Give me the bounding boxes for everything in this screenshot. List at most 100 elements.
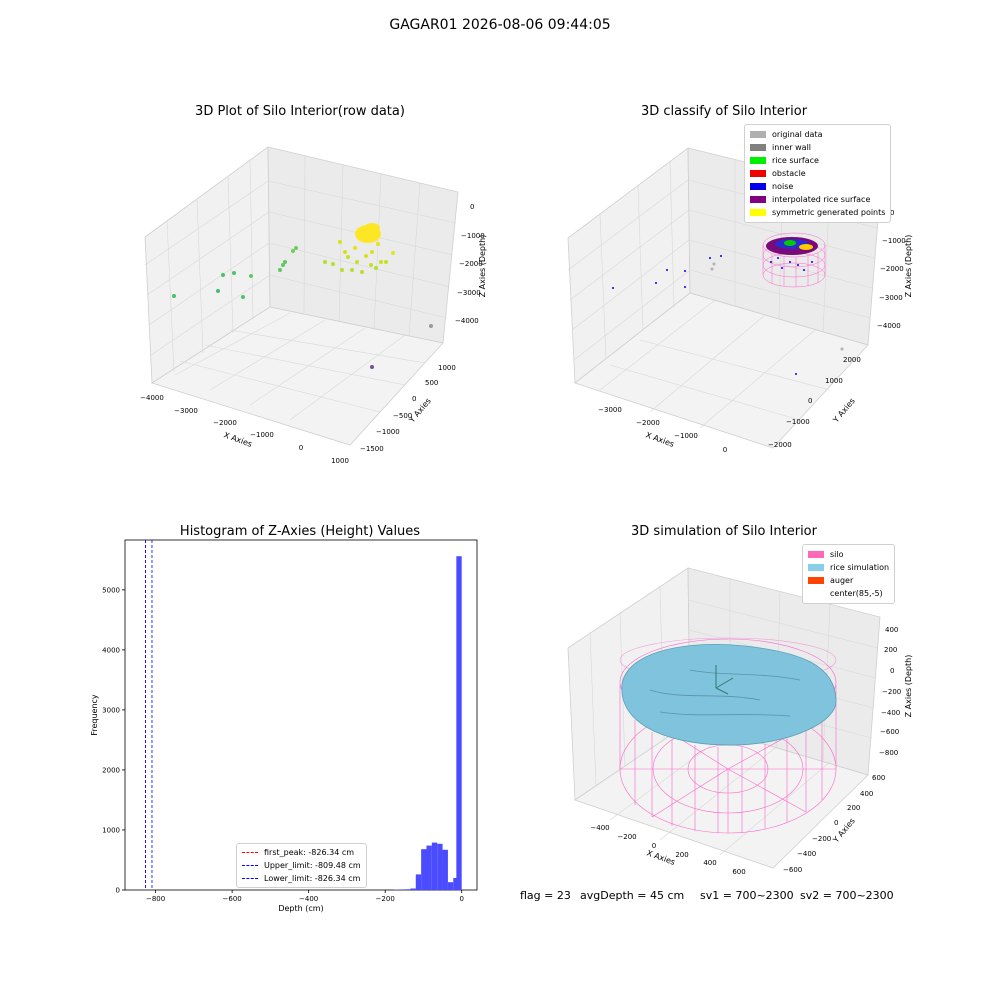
panel2-gridlines [567, 160, 878, 429]
panel1-panes [144, 146, 459, 446]
svg-text:1000: 1000 [438, 364, 456, 372]
panel2-z-ticks: 0 −1000 −2000 −3000 −4000 [877, 209, 906, 330]
panel2-legend: original data inner wall rice surface ob… [744, 124, 892, 223]
svg-text:−600: −600 [783, 866, 802, 874]
hist-bar [447, 882, 454, 890]
svg-text:−400: −400 [590, 824, 609, 832]
svg-text:0: 0 [890, 209, 894, 217]
panel4-z-ticks: 400 200 0 −200 −400 −600 −800 [879, 626, 901, 757]
svg-text:−2000: −2000 [880, 265, 904, 273]
svg-text:Z Axies (Depth): Z Axies (Depth) [478, 235, 487, 298]
svg-text:1000: 1000 [331, 457, 349, 465]
svg-text:−400: −400 [881, 709, 900, 717]
hist-y-tick-label: 5000 [102, 586, 120, 594]
svg-text:−600: −600 [880, 728, 899, 736]
hist-bar [399, 889, 406, 890]
hist-y-tick-label: 4000 [102, 646, 120, 654]
svg-text:X Axies: X Axies [645, 848, 676, 867]
legend-entry: rice surface [750, 154, 885, 167]
svg-text:−800: −800 [879, 749, 898, 757]
hist-bar [405, 889, 411, 890]
legend-entry: Lower_limit: -826.34 cm [242, 872, 361, 885]
hist-legend: first_peak: -826.34 cm Upper_limit: -809… [236, 843, 367, 888]
svg-text:−2000: −2000 [459, 260, 483, 268]
panel2-x-ticks: −3000 −2000 −1000 0 [598, 406, 727, 454]
svg-text:−2000: −2000 [768, 441, 792, 449]
svg-text:Z Axies (Depth): Z Axies (Depth) [904, 655, 913, 718]
panel4-title: 3D simulation of Silo Interior [631, 524, 817, 539]
svg-text:0: 0 [412, 395, 416, 403]
svg-text:−1000: −1000 [674, 432, 698, 440]
hist-bar [421, 849, 427, 890]
legend-entry: rice simulation [808, 561, 889, 574]
hist-x-tick-label: −800 [146, 895, 165, 903]
svg-text:1000: 1000 [825, 377, 843, 385]
legend-entry: silo [808, 548, 889, 561]
svg-text:−4000: −4000 [140, 394, 164, 402]
svg-text:400: 400 [885, 626, 898, 634]
svg-text:600: 600 [872, 774, 885, 782]
svg-text:400: 400 [703, 859, 716, 867]
svg-text:0: 0 [652, 842, 656, 850]
legend-entry: noise [750, 180, 885, 193]
panel2-title: 3D classify of Silo Interior [640, 104, 808, 119]
status-sv1: sv1 = 700~2300 [700, 889, 794, 902]
panel4-x-ticks: −400 −200 0 200 400 600 [590, 824, 745, 876]
hist-bar [415, 874, 422, 890]
panel2-y-ticks: 2000 1000 0 −1000 −2000 [768, 356, 861, 449]
hist-bars [394, 556, 462, 890]
hist-bar [442, 849, 448, 890]
hist-bar [410, 888, 416, 890]
svg-text:200: 200 [847, 804, 860, 812]
hist-y-tick-label: 3000 [102, 706, 120, 714]
panel2-noise [612, 255, 813, 375]
legend-entry: auger [808, 574, 889, 587]
hist-y-ticks: 0 1000 2000 3000 4000 5000 [102, 586, 125, 895]
status-sv2: sv2 = 700~2300 [800, 889, 894, 902]
hist-y-tick-label: 1000 [102, 826, 120, 834]
hist-x-tick-label: −200 [376, 895, 395, 903]
legend-entry: interpolated rice surface [750, 193, 885, 206]
hist-bar [456, 556, 462, 890]
panel2-rice [766, 237, 818, 255]
svg-text:0: 0 [723, 446, 727, 454]
panel1-gridlines [144, 155, 457, 421]
svg-text:−200: −200 [882, 688, 901, 696]
svg-text:0: 0 [470, 203, 474, 211]
rice-surface [621, 643, 837, 746]
svg-text:−1000: −1000 [461, 232, 485, 240]
legend-entry: original data [750, 128, 885, 141]
panel3-title: Histogram of Z-Axies (Height) Values [179, 524, 421, 539]
panel1-title: 3D Plot of Silo Interior(row data) [195, 104, 405, 119]
hist-bar [431, 842, 438, 890]
svg-text:600: 600 [732, 868, 745, 876]
svg-text:−3000: −3000 [879, 294, 903, 302]
svg-text:500: 500 [425, 379, 438, 387]
hist-xlabel: Depth (cm) [278, 904, 323, 913]
legend-entry: Upper_limit: -809.48 cm [242, 859, 361, 872]
svg-text:−3000: −3000 [598, 406, 622, 414]
svg-text:−4000: −4000 [455, 317, 479, 325]
hist-y-tick-label: 0 [116, 887, 120, 895]
auger [715, 665, 734, 695]
svg-text:2000: 2000 [843, 356, 861, 364]
svg-text:0: 0 [834, 819, 838, 827]
status-flag: flag = 23 [520, 889, 571, 902]
panel4-y-ticks: 600 400 200 0 −200 −400 −600 [783, 774, 885, 874]
legend-entry: first_peak: -826.34 cm [242, 846, 361, 859]
panel1-z-ticks: 0 −1000 −2000 −3000 −4000 [455, 203, 485, 325]
svg-text:−500: −500 [393, 412, 412, 420]
figure-title: GAGAR01 2026-08-06 09:44:05 [389, 17, 611, 33]
svg-text:0: 0 [299, 444, 303, 452]
legend-entry: center(85,-5) [830, 589, 883, 598]
svg-text:Z Axies (Depth): Z Axies (Depth) [904, 235, 913, 298]
svg-text:−2000: −2000 [213, 419, 237, 427]
svg-text:0: 0 [808, 397, 812, 405]
svg-text:−1000: −1000 [376, 428, 400, 436]
hist-bar [426, 845, 432, 890]
svg-text:−4000: −4000 [877, 322, 901, 330]
